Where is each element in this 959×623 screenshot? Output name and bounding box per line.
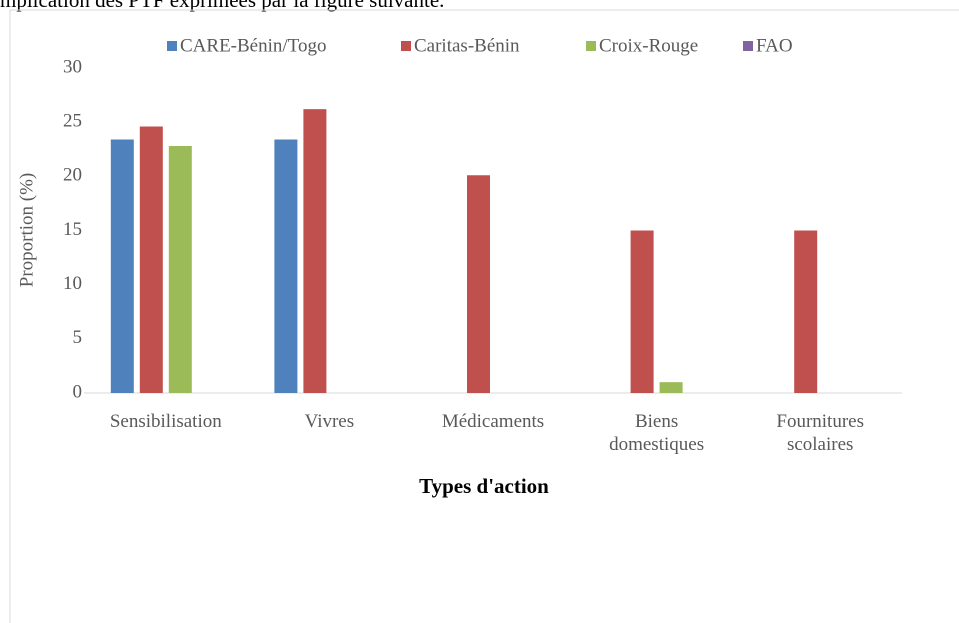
bar bbox=[467, 175, 490, 393]
bar bbox=[274, 139, 298, 393]
y-axis-label: Proportion (%) bbox=[16, 173, 37, 288]
y-tick-label: 0 bbox=[73, 381, 83, 402]
bar bbox=[168, 146, 192, 393]
legend-label: FAO bbox=[756, 35, 793, 56]
legend-label: Croix-Rouge bbox=[599, 35, 698, 56]
bar bbox=[630, 230, 654, 393]
legend-swatch bbox=[401, 41, 411, 51]
bar bbox=[659, 382, 683, 393]
x-tick-label: Fournitures scolaires bbox=[776, 411, 864, 455]
x-tick-label: Médicaments bbox=[441, 411, 545, 432]
legend-swatch bbox=[167, 41, 177, 51]
y-tick-label: 5 bbox=[73, 327, 83, 348]
y-tick-label: 25 bbox=[63, 111, 82, 132]
x-tick-label: Sensibilisation bbox=[109, 411, 222, 432]
y-tick-label: 30 bbox=[63, 56, 82, 77]
page-text: mplication des PTF exprimées par la figu… bbox=[0, 0, 445, 12]
y-tick-label: 15 bbox=[63, 219, 82, 240]
bar bbox=[303, 109, 327, 394]
legend-swatch bbox=[586, 41, 596, 51]
x-axis-label: Types d'action bbox=[419, 474, 549, 498]
y-tick-label: 20 bbox=[63, 165, 82, 186]
x-tick-label: Vivres bbox=[304, 411, 355, 432]
x-tick-label: Biens domestiques bbox=[609, 411, 705, 455]
bar bbox=[110, 139, 134, 393]
legend-swatch bbox=[743, 41, 753, 51]
bar bbox=[794, 230, 818, 393]
bar bbox=[139, 126, 163, 393]
y-tick-label: 10 bbox=[63, 273, 82, 294]
legend-label: CARE-Bénin/Togo bbox=[180, 35, 326, 56]
legend-label: Caritas-Bénin bbox=[414, 35, 520, 56]
